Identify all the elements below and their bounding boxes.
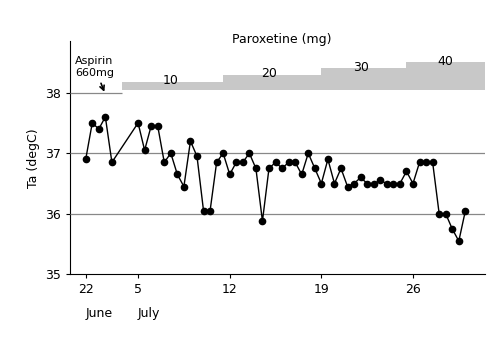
Text: Aspirin
660mg: Aspirin 660mg (75, 56, 114, 90)
Text: June: June (86, 307, 113, 320)
Y-axis label: Ta (degC): Ta (degC) (26, 128, 40, 188)
Text: 10: 10 (163, 74, 178, 86)
Text: 40: 40 (438, 56, 454, 68)
Text: 30: 30 (352, 61, 368, 74)
Text: 20: 20 (261, 67, 277, 80)
Text: July: July (138, 307, 160, 320)
Text: Paroxetine (mg): Paroxetine (mg) (232, 33, 332, 46)
